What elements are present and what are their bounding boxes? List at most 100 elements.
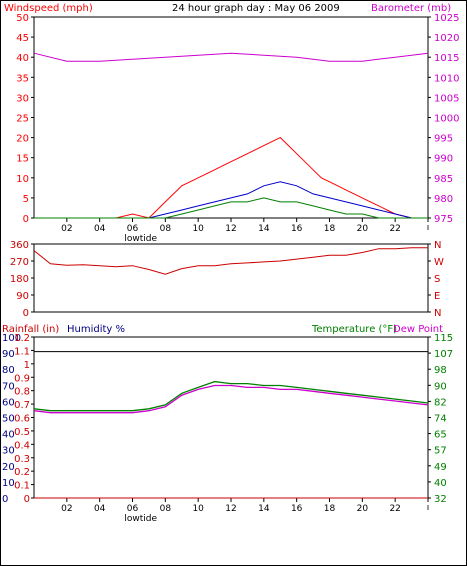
x-tick-end-label: ı: [427, 503, 430, 513]
barometer-axis-tick-label: 1015: [434, 53, 459, 64]
direction-axis-tick-label: 270: [10, 257, 29, 268]
compass-axis-tick-label: W: [434, 257, 444, 268]
rain-tick-label: 0: [24, 494, 30, 505]
humidity-tick-label: 80: [2, 365, 15, 376]
x-tick-label: 06: [127, 224, 139, 234]
humidity-tick-label: 30: [2, 446, 15, 457]
windspeed-axis-tick-label: 15: [16, 154, 29, 165]
barometer-axis-label: Barometer (mb): [371, 3, 451, 14]
humidity-tick-label: 20: [2, 462, 15, 473]
x-tick-label: 02: [61, 504, 72, 514]
chart-title: 24 hour graph day : May 06 2009: [172, 3, 340, 14]
temperature-axis-tick-label: 57: [434, 446, 447, 457]
barometer-mb-line: [33, 52, 429, 62]
rain-tick-label: 1.2: [14, 333, 30, 344]
windspeed-axis-tick-label: 20: [16, 134, 29, 145]
x-tick-label: 10: [192, 504, 204, 514]
windspeed-axis-tick-label: 25: [16, 114, 29, 125]
x-tick-annotation: lowtide: [124, 234, 157, 244]
humidity-axis-label: Humidity %: [67, 324, 125, 335]
temperature-axis-tick-label: 65: [434, 430, 447, 441]
rain-tick-label: 0.9: [14, 373, 30, 384]
temperature-axis-tick-label: 82: [434, 397, 447, 408]
barometer-axis-tick-label: 1025: [434, 13, 459, 24]
barometer-axis-tick-label: 990: [434, 154, 453, 165]
rain-tick-label: 0.3: [14, 454, 30, 465]
rain-tick-label: 0.7: [14, 400, 30, 411]
x-tick-label: 16: [291, 504, 303, 514]
temperature-axis-tick-label: 40: [434, 478, 447, 489]
temperature-axis-tick-label: 74: [434, 414, 447, 425]
temperature-f-line: [33, 380, 429, 412]
rain-tick-label: 1: [24, 360, 30, 371]
windspeed-axis-tick-label: 5: [23, 194, 29, 205]
rainfall-axis-label: Rainfall (in): [2, 324, 59, 335]
x-tick-label: 04: [94, 504, 106, 514]
compass-axis-tick-label: N: [434, 240, 441, 251]
temperature-axis-label: Temperature (°F): [311, 324, 397, 335]
barometer-axis-tick-label: 980: [434, 194, 453, 205]
temperature-axis-tick-label: 32: [434, 494, 447, 505]
x-tick-label: 12: [225, 224, 236, 234]
direction-axis-tick-label: 0: [23, 308, 29, 319]
humidity-tick-label: 100: [2, 333, 21, 344]
humidity-tick-label: 0: [2, 494, 8, 505]
windspeed-axis-label: Windspeed (mph): [4, 3, 93, 14]
humidity-tick-label: 90: [2, 349, 15, 360]
rain-tick-label: 0.5: [14, 427, 30, 438]
x-tick-label: 08: [160, 224, 172, 234]
barometer-axis-tick-label: 985: [434, 174, 453, 185]
rain-tick-label: 0.2: [14, 467, 30, 478]
rain-tick-label: 0.8: [14, 387, 30, 398]
temperature-axis-tick-label: 107: [434, 349, 453, 360]
x-tick-label: 14: [258, 504, 270, 514]
x-tick-label: 06: [127, 504, 139, 514]
avg-wind-line: [34, 181, 428, 219]
temperature-axis-tick-label: 98: [434, 365, 447, 376]
dew-point-line: [33, 384, 429, 414]
humidity-tick-label: 60: [2, 397, 15, 408]
x-tick-label: 16: [291, 224, 303, 234]
windspeed-mph-line: [34, 136, 428, 219]
temperature-axis-tick-label: 49: [434, 462, 447, 473]
lull-line: [34, 197, 428, 219]
compass-axis-tick-label: S: [434, 274, 440, 285]
temperature-panel-frame: [33, 336, 429, 499]
windspeed-axis-tick-label: 35: [16, 73, 29, 84]
barometer-axis-tick-label: 1000: [434, 114, 459, 125]
x-tick-label: 22: [389, 224, 400, 234]
x-tick-annotation: lowtide: [124, 514, 157, 524]
windspeed-axis-tick-label: 10: [16, 174, 29, 185]
x-tick-label: 18: [324, 504, 336, 514]
compass-axis-tick-label: N: [434, 308, 441, 319]
temperature-axis-tick-label: 115: [434, 333, 453, 344]
direction-axis-tick-label: 360: [10, 240, 29, 251]
humidity-tick-label: 40: [2, 430, 15, 441]
humidity-tick-label: 70: [2, 381, 15, 392]
x-tick-label: 02: [61, 224, 72, 234]
barometer-axis-tick-label: 1005: [434, 93, 459, 104]
direction-axis-tick-label: 90: [16, 291, 29, 302]
rain-tick-label: 0.4: [14, 440, 30, 451]
x-tick-label: 12: [225, 504, 236, 514]
rain-tick-label: 0.6: [14, 414, 30, 425]
direction-panel-frame: [33, 243, 429, 313]
windspeed-axis-tick-label: 50: [16, 13, 29, 24]
x-tick-label: 10: [192, 224, 204, 234]
x-tick-label: 18: [324, 224, 336, 234]
x-tick-label: 20: [357, 224, 369, 234]
rain-tick-label: 1.1: [14, 346, 30, 357]
barometer-axis-tick-label: 1020: [434, 33, 459, 44]
wind-panel-frame: [33, 16, 429, 219]
dewpoint-axis-label: Dew Point: [393, 324, 443, 335]
barometer-axis-tick-label: 995: [434, 134, 453, 145]
rain-tick-label: 0.1: [14, 481, 30, 492]
windspeed-axis-tick-label: 45: [16, 33, 29, 44]
barometer-axis-tick-label: 975: [434, 214, 453, 225]
temperature-axis-tick-label: 90: [434, 381, 447, 392]
barometer-axis-tick-label: 1010: [434, 73, 459, 84]
humidity-tick-label: 10: [2, 478, 15, 489]
x-tick-label: 04: [94, 224, 106, 234]
